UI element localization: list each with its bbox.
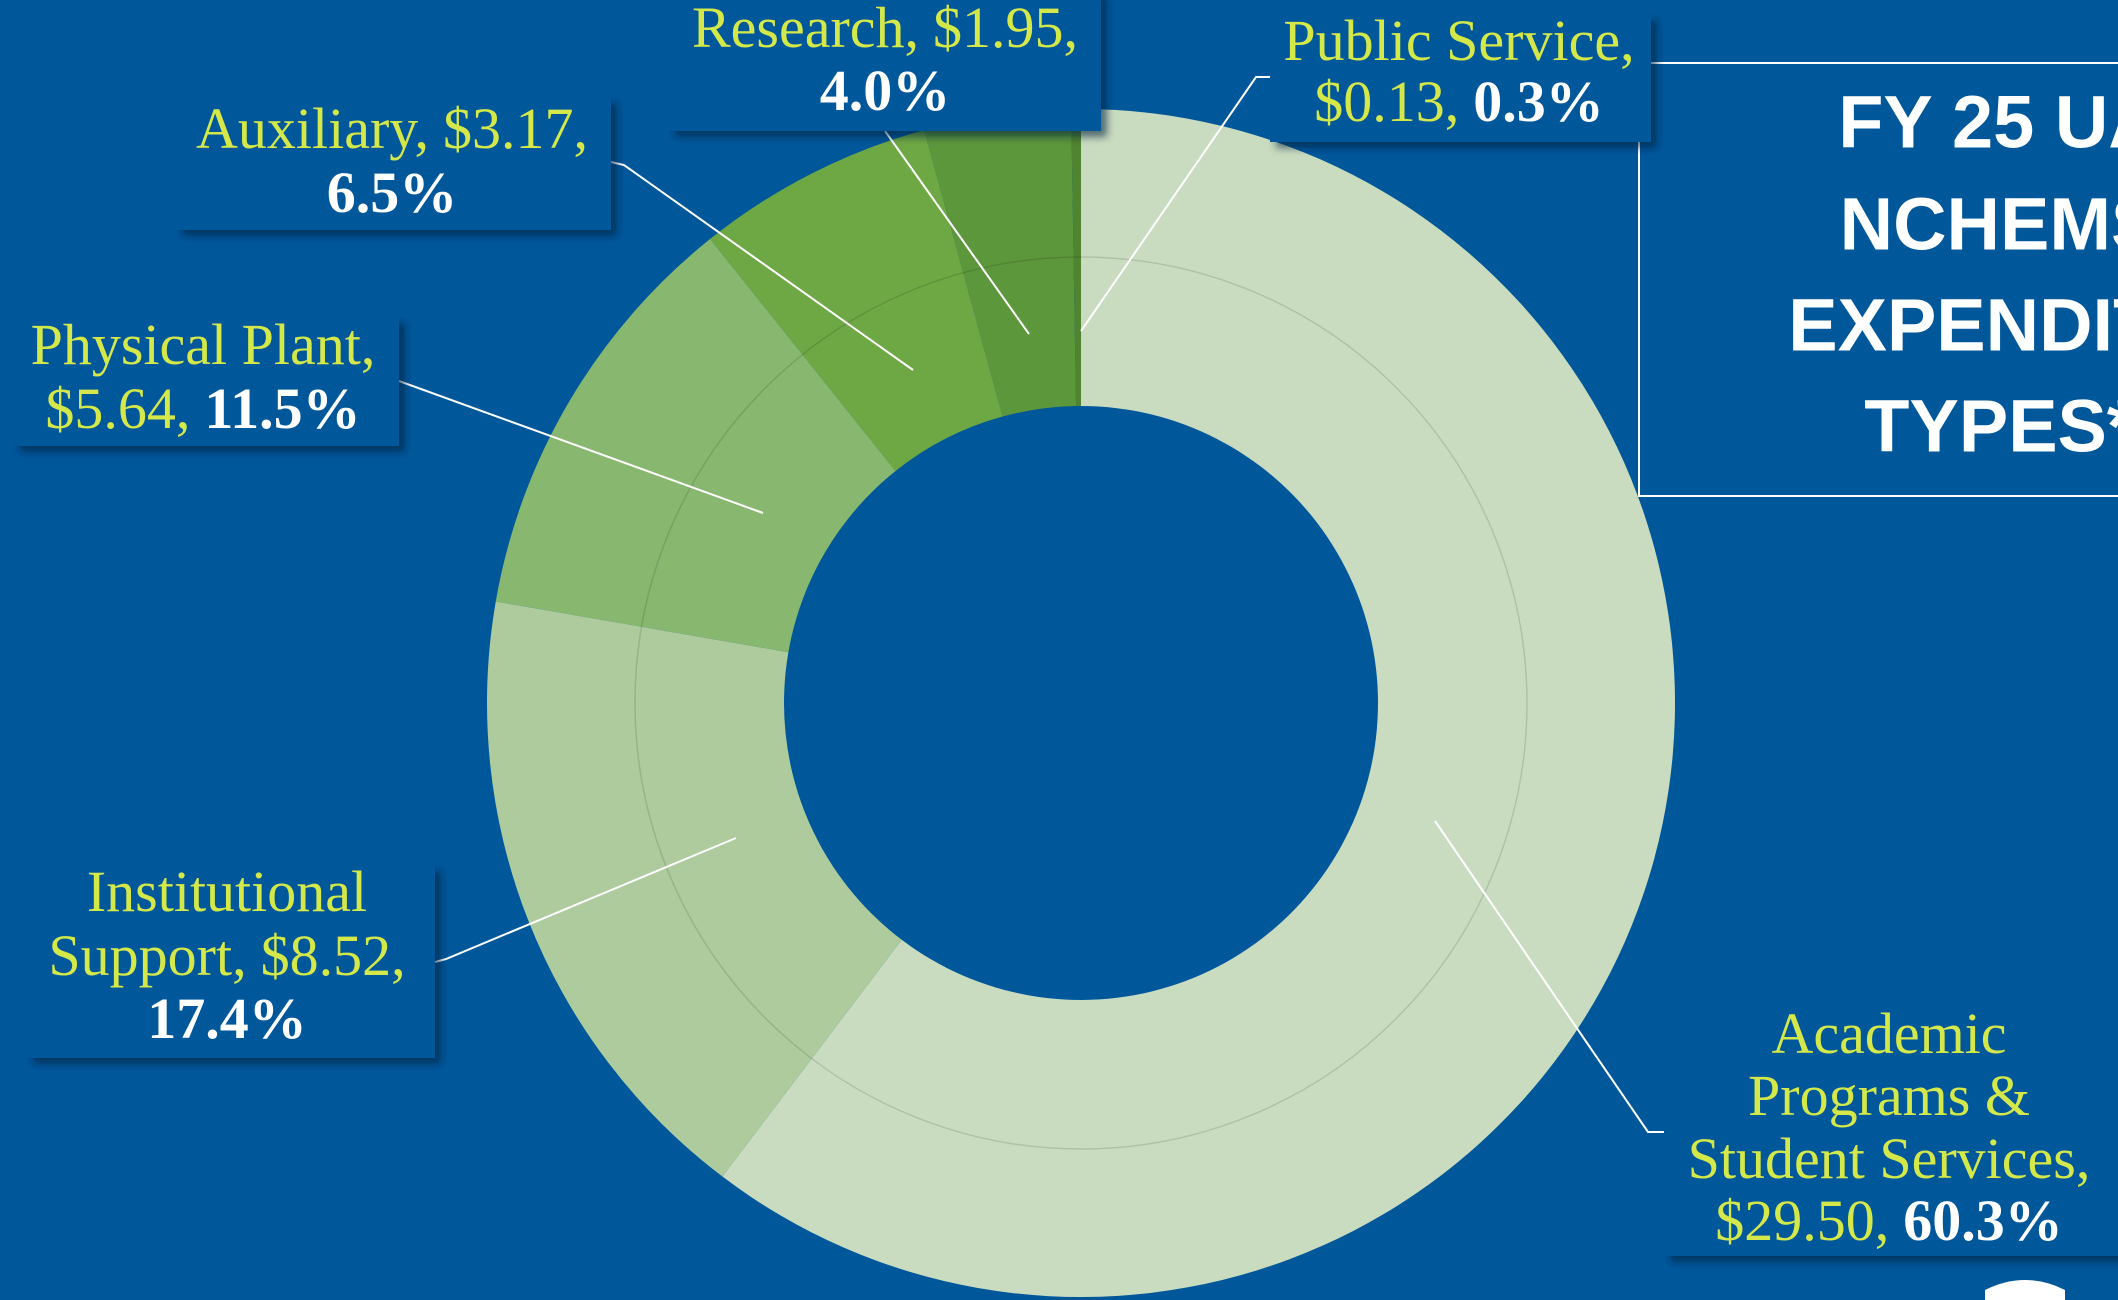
ring-guide [634,256,1528,1150]
slice [495,239,896,653]
chart-title: NCHEMS [1840,183,2118,266]
label-text: Public Service, [1283,8,1634,73]
label-text: Institutional [87,859,367,924]
value-label: $3.17, [443,96,588,161]
label-text: Student Services, [1688,1126,2091,1191]
label-line: Research, $1.95, [692,0,1078,60]
label-line: 4.0% [820,58,951,123]
percent-label: 6.5% [327,160,458,225]
label-box [14,317,399,446]
leader-line [1434,820,1664,1133]
label-box [1664,1006,2118,1256]
slice [924,109,1077,417]
chart-title: FY 25 UA [1838,81,2118,164]
label-line: Support, $8.52, [48,923,405,988]
slice [722,109,1676,1298]
label-line: Institutional [87,859,367,924]
chart-title: EXPENDITU [1788,284,2118,367]
value-label: $29.50, [1715,1188,1889,1253]
label-box [176,97,611,230]
leader-line [1080,76,1270,332]
percent-label: 60.3% [1903,1188,2063,1253]
label-line: 17.4% [147,986,307,1051]
percent-label: 0.3% [1473,69,1604,134]
label-line: Auxiliary, $3.17, [196,96,588,161]
label-line: Physical Plant, [31,312,376,377]
logo [1985,1280,2065,1300]
label-line: Programs & [1748,1063,2030,1128]
title-box [1638,62,2118,497]
value-label: $8.52, [261,923,406,988]
label-line: 6.5% [327,160,458,225]
label-line: $0.13, 0.3% [1314,69,1604,134]
slice [486,601,902,1177]
label-box [1270,14,1651,142]
slice [1071,109,1081,407]
percent-label: 11.5% [204,376,360,441]
leader-line [610,161,914,371]
value-label: $0.13, [1314,69,1459,134]
label-text: Academic [1771,1001,2006,1066]
percent-label: 17.4% [147,986,307,1051]
chart-title: TYPES* [1864,385,2118,468]
leader-line [884,130,1030,335]
label-text: Programs & [1748,1063,2030,1128]
label-line: Student Services, [1688,1126,2091,1191]
label-box [669,0,1101,131]
label-text: Auxiliary, [196,96,429,161]
leader-line [434,837,737,963]
label-text: Research, [692,0,919,60]
label-text: Physical Plant, [31,312,376,377]
label-line: $29.50, 60.3% [1715,1188,2063,1253]
label-line: $5.64, 11.5% [45,376,360,441]
value-label: $5.64, [45,376,190,441]
percent-label: 4.0% [820,58,951,123]
slice [710,130,1003,472]
label-text: Support, [48,923,246,988]
label-box [27,865,435,1058]
label-line: Public Service, [1283,8,1634,73]
label-line: Academic [1771,1001,2006,1066]
leader-line [398,380,764,514]
value-label: $1.95, [933,0,1078,60]
